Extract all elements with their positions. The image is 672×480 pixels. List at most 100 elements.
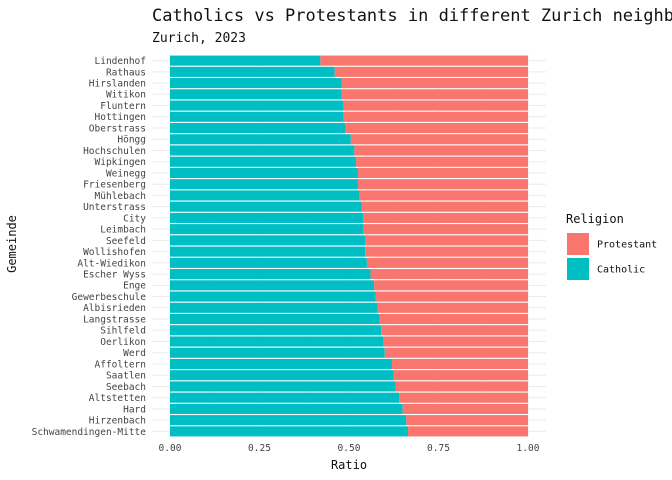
y-tick-label: Witikon — [106, 90, 146, 101]
y-tick-label: Seebach — [106, 382, 146, 393]
bar-catholic — [170, 426, 409, 437]
bar-protestant — [363, 224, 528, 235]
y-tick-label: Fluntern — [100, 101, 146, 112]
bar-protestant — [402, 403, 528, 414]
bar-protestant — [383, 336, 528, 347]
bar-catholic — [170, 347, 385, 358]
bar-catholic — [170, 122, 346, 134]
y-tick-label: Leimbach — [100, 225, 146, 236]
plot-area: 0.00 0.25 0.50 0.75 1.00 LindenhofRathausHirs… — [32, 55, 546, 454]
y-tick-label: Höngg — [117, 135, 146, 146]
bar-protestant — [384, 347, 528, 358]
y-tick-label: Oberstrass — [89, 123, 146, 134]
legend-title: Religion — [566, 212, 624, 226]
y-tick-label: Albisrieden — [83, 303, 146, 314]
y-tick-label: Unterstrass — [83, 202, 146, 213]
bar-protestant — [363, 212, 528, 223]
bar-protestant — [320, 55, 528, 66]
y-tick-label: Wollishofen — [83, 247, 146, 258]
bar-catholic — [170, 145, 355, 156]
y-tick-label: Hirzenbach — [89, 416, 146, 427]
bar-catholic — [170, 280, 375, 291]
bar-catholic — [170, 212, 364, 223]
bar-catholic — [170, 55, 321, 66]
bar-protestant — [406, 415, 528, 426]
y-tick-label: Rathaus — [106, 67, 146, 78]
bar-catholic — [170, 269, 371, 280]
y-tick-label: Oerlikon — [100, 337, 146, 348]
bar-protestant — [377, 302, 528, 313]
y-tick-label: Hottingen — [95, 112, 146, 123]
y-tick-label: Weinegg — [106, 168, 146, 179]
bar-protestant — [408, 426, 528, 437]
bar-catholic — [170, 190, 360, 201]
y-tick-label: Hard — [123, 404, 146, 415]
y-tick-label: Sihlfeld — [100, 326, 146, 337]
y-tick-label: Lindenhof — [95, 56, 146, 67]
x-tick-label: 1.00 — [517, 443, 540, 454]
bar-catholic — [170, 246, 366, 257]
y-tick-label: Saatlen — [106, 371, 146, 382]
bar-catholic — [170, 78, 342, 89]
y-tick-label: Gewerbeschule — [72, 292, 147, 303]
bar-protestant — [350, 134, 528, 145]
bar-catholic — [170, 313, 380, 325]
bar-catholic — [170, 370, 394, 381]
y-tick-label: Alt-Wiedikon — [77, 258, 146, 269]
bar-protestant — [359, 190, 528, 201]
bar-catholic — [170, 201, 362, 212]
y-tick-label: Seefeld — [106, 236, 146, 247]
bar-protestant — [379, 313, 528, 325]
bar-protestant — [357, 179, 528, 190]
bar-protestant — [354, 145, 528, 156]
y-tick-label: Langstrasse — [83, 314, 146, 325]
bar-catholic — [170, 134, 351, 145]
bar-protestant — [370, 269, 528, 280]
y-tick-label: Affoltern — [95, 359, 146, 370]
y-tick-label: Enge — [123, 281, 146, 292]
bar-catholic — [170, 381, 396, 392]
bar-catholic — [170, 257, 367, 268]
legend-key — [567, 233, 589, 255]
bar-catholic — [170, 325, 382, 336]
bar-protestant — [345, 122, 528, 134]
y-tick-label: Hochschulen — [83, 146, 146, 157]
bar-catholic — [170, 302, 378, 313]
bar-protestant — [334, 66, 528, 77]
bar-protestant — [365, 235, 528, 246]
bar-catholic — [170, 100, 344, 111]
bar-catholic — [170, 392, 400, 403]
y-tick-label: Mühlebach — [95, 191, 146, 202]
bar-protestant — [365, 246, 528, 257]
bar-protestant — [391, 358, 528, 370]
bar-protestant — [343, 111, 528, 122]
bar-protestant — [393, 370, 528, 381]
bar-protestant — [381, 325, 528, 336]
bar-catholic — [170, 358, 392, 370]
y-tick-label: Schwamendingen-Mitte — [32, 427, 147, 438]
bar-catholic — [170, 224, 364, 235]
y-tick-label: City — [123, 213, 146, 224]
y-tick-label: Hirslanden — [89, 78, 146, 89]
bar-catholic — [170, 235, 366, 246]
bar-catholic — [170, 291, 376, 302]
y-tick-label: Wipkingen — [95, 157, 146, 168]
bar-protestant — [361, 201, 528, 212]
bar-catholic — [170, 179, 358, 190]
bar-catholic — [170, 403, 403, 414]
bar-protestant — [343, 100, 528, 111]
y-axis-title: Gemeinde — [5, 215, 19, 273]
y-tick-label: Escher Wyss — [83, 269, 146, 280]
bar-protestant — [395, 381, 528, 392]
legend-label: Catholic — [597, 265, 645, 276]
bar-protestant — [357, 167, 528, 179]
bar-catholic — [170, 66, 335, 77]
x-tick-label: 0.75 — [427, 443, 450, 454]
chart-subtitle: Zurich, 2023 — [152, 31, 246, 46]
y-tick-label: Friesenberg — [83, 180, 146, 191]
x-tick-label: 0.00 — [159, 443, 182, 454]
bar-protestant — [356, 156, 528, 167]
x-tick-label: 0.25 — [248, 443, 271, 454]
bar-protestant — [341, 89, 528, 100]
